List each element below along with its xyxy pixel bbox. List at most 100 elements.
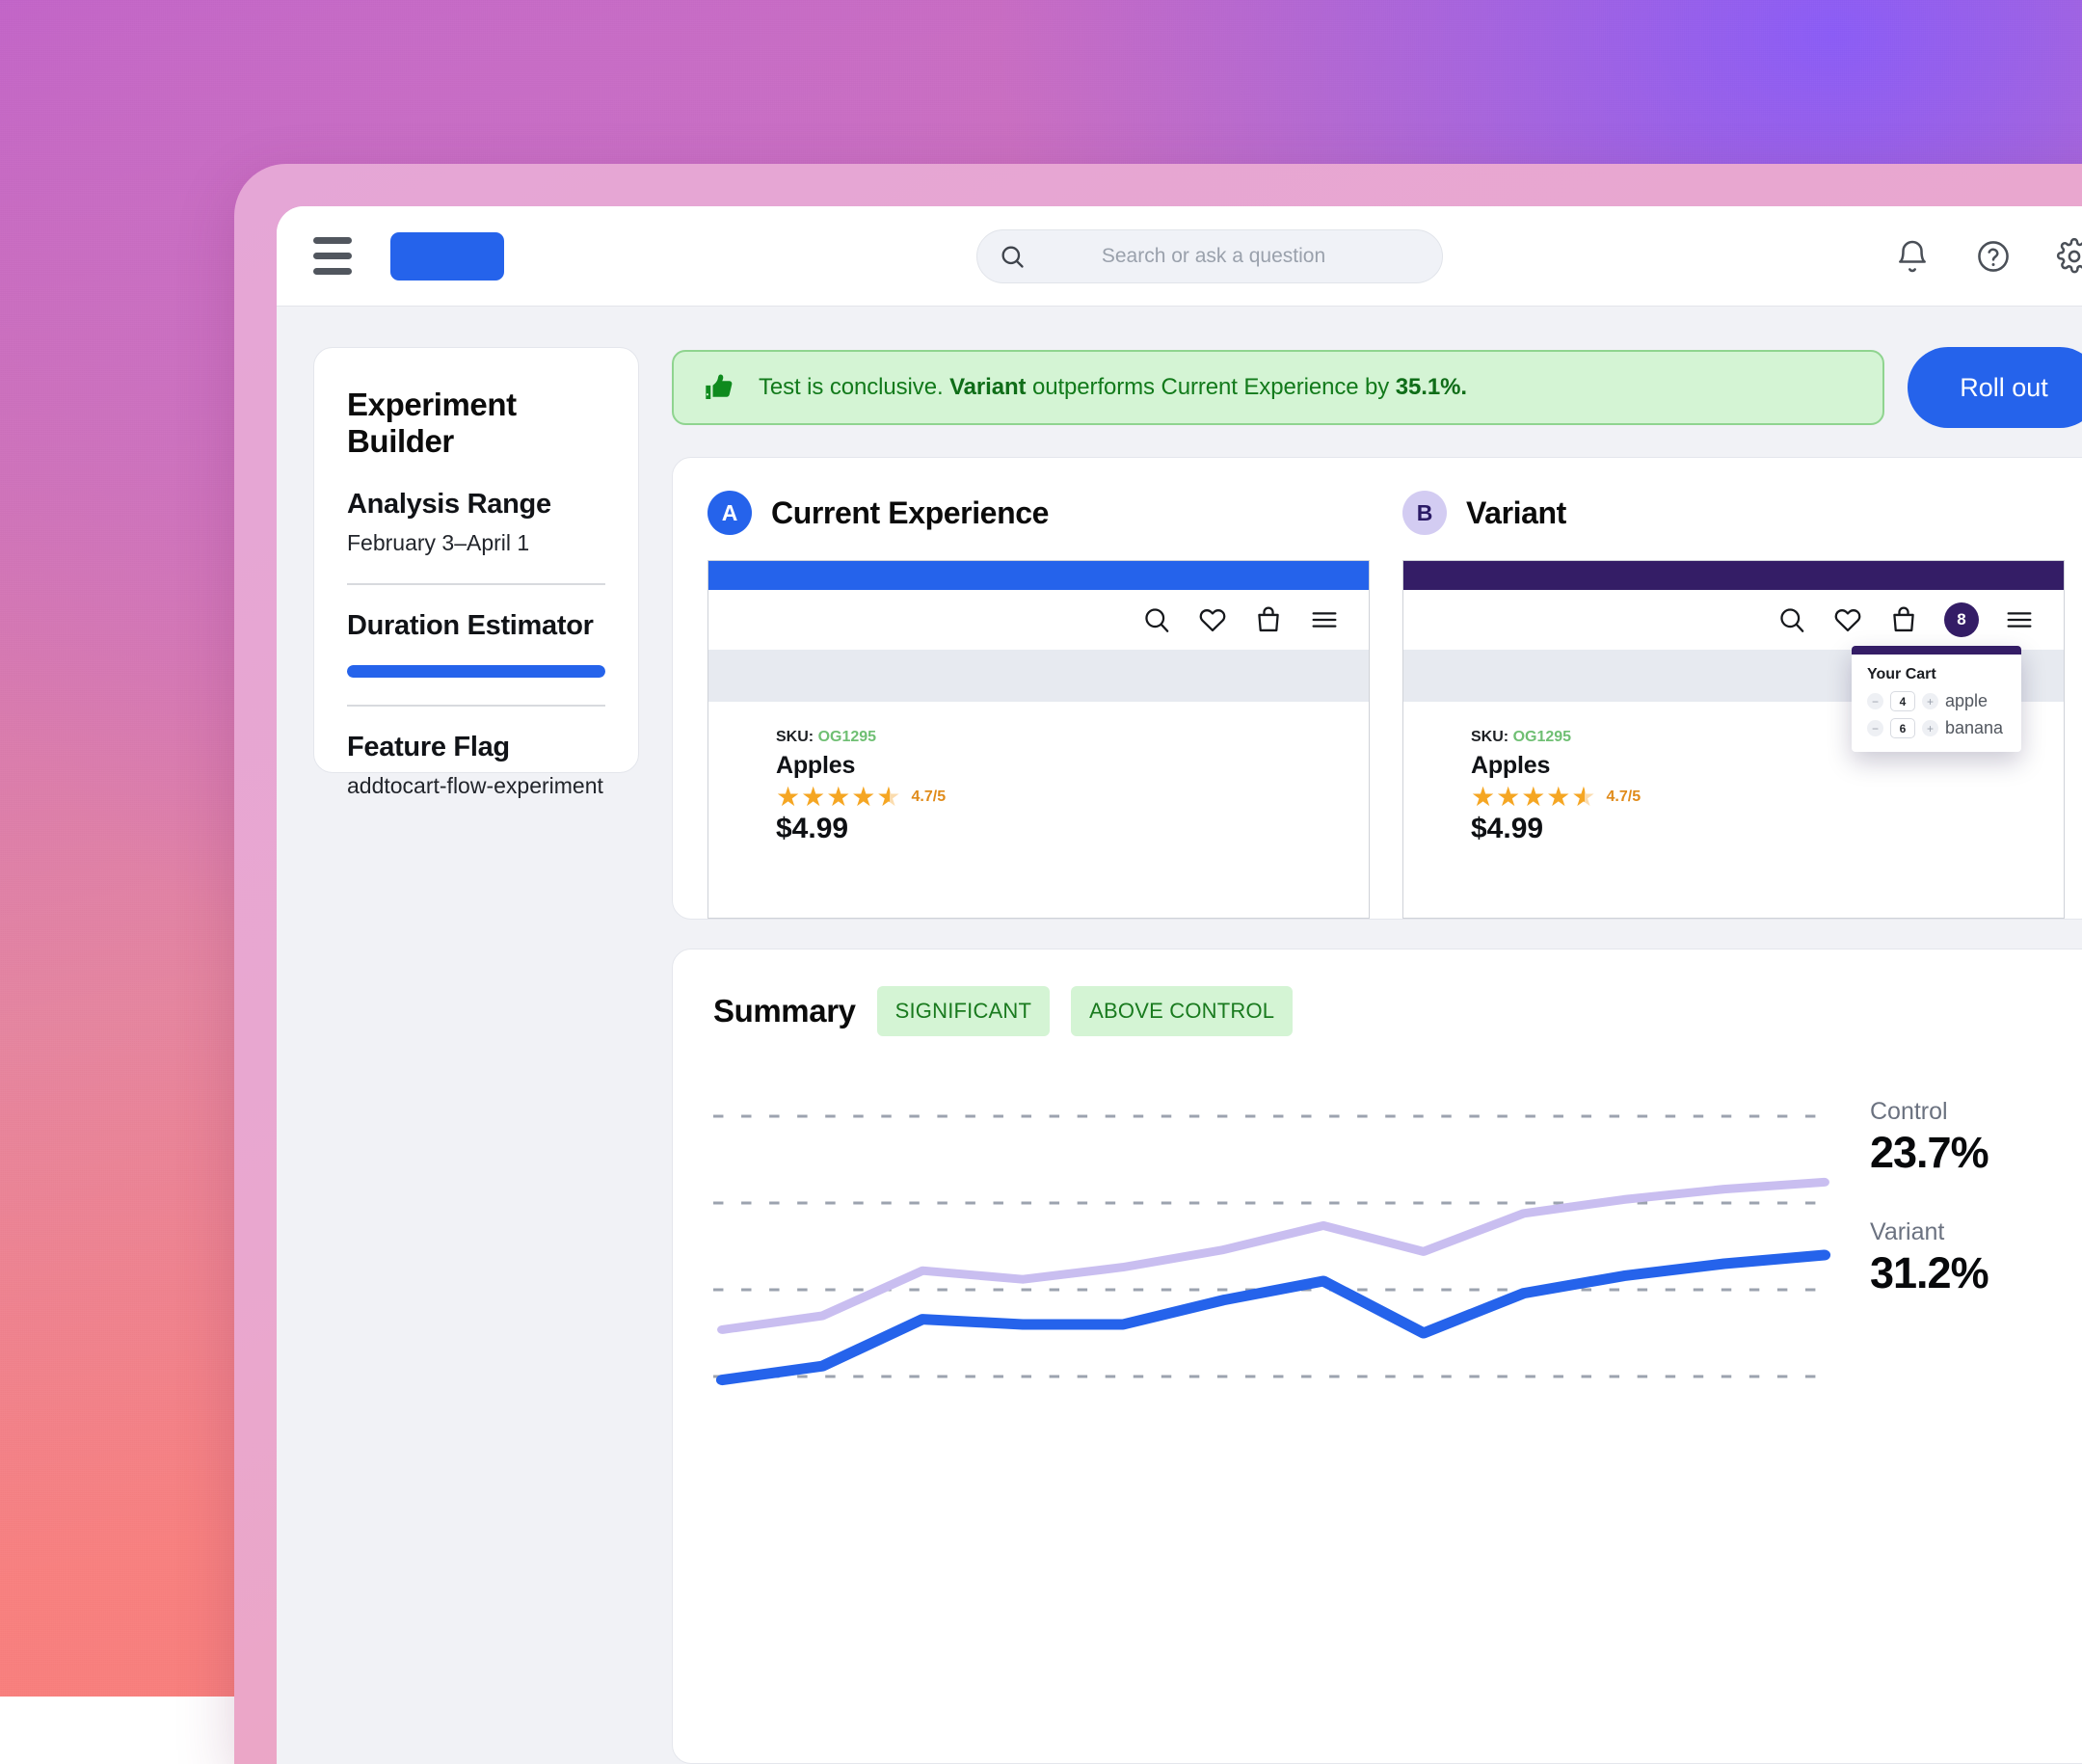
duration-progress-bar[interactable]: [347, 665, 605, 678]
banner-mid: outperforms Current Experience by: [1026, 374, 1395, 400]
banner-lead: Test is conclusive.: [759, 374, 949, 400]
experiment-builder-panel: Experiment Builder Analysis Range Februa…: [313, 347, 639, 773]
legend-label: Variant: [1870, 1218, 2059, 1246]
summary-card: Summary SIGNIFICANT ABOVE CONTROL: [672, 949, 2082, 1764]
page-title: Experiment Builder: [347, 387, 605, 460]
legend-spacer: [1870, 1178, 2059, 1218]
status-badge-above-control: ABOVE CONTROL: [1071, 986, 1293, 1036]
analysis-range-section: Analysis Range February 3–April 1: [347, 489, 605, 556]
help-icon[interactable]: [1975, 238, 2012, 275]
analysis-range-value: February 3–April 1: [347, 530, 605, 556]
search-icon: [999, 243, 1026, 270]
heart-icon[interactable]: [1832, 604, 1863, 635]
cart-dropdown: Your Cart − 4 + apple −: [1852, 646, 2021, 752]
banner-stat: 35.1%.: [1396, 374, 1467, 400]
cart-line-item: − 4 + apple: [1867, 691, 2006, 711]
roll-out-button[interactable]: Roll out: [1908, 347, 2082, 428]
cart-item-label: apple: [1945, 691, 1988, 711]
variant-b-title: Variant: [1466, 495, 1566, 531]
cart-count-badge[interactable]: 8: [1944, 602, 1979, 637]
chart-plot-area: [713, 1063, 1833, 1430]
summary-title: Summary: [713, 993, 856, 1029]
chart-svg: [713, 1063, 1833, 1430]
main-column: Test is conclusive. Variant outperforms …: [672, 347, 2082, 1764]
search-icon[interactable]: [1141, 604, 1172, 635]
cart-dropdown-title: Your Cart: [1867, 666, 2006, 683]
sku-value: OG1295: [1513, 729, 1571, 745]
menu-icon[interactable]: [2004, 604, 2035, 635]
menu-icon[interactable]: [1309, 604, 1340, 635]
search-icon[interactable]: [1776, 604, 1807, 635]
cart-item-label: banana: [1945, 718, 2003, 738]
divider: [347, 583, 605, 585]
star-rating-icon: ★★★★★: [1471, 784, 1597, 811]
banner-text: Test is conclusive. Variant outperforms …: [759, 374, 1467, 401]
bag-icon[interactable]: [1888, 604, 1919, 635]
feature-flag-heading: Feature Flag: [347, 732, 605, 763]
star-half: ★: [1571, 782, 1596, 812]
page-body: Experiment Builder Analysis Range Februa…: [277, 307, 2082, 1764]
variant-a-mockup: SKU: OG1295 Apples ★★★★★ 4.7/5 $4.99: [707, 560, 1370, 919]
variant-b-pill: B: [1402, 491, 1447, 535]
duration-progress-fill: [347, 665, 605, 678]
legend-label: Control: [1870, 1098, 2059, 1126]
search-input[interactable]: [1043, 245, 1421, 268]
stars-full: ★★★★: [1471, 782, 1571, 812]
variant-a-header: A Current Experience: [707, 491, 1370, 535]
variants-comparison-card: A Current Experience: [672, 457, 2082, 920]
product-name: Apples: [1471, 752, 2064, 780]
hamburger-bar: [313, 237, 352, 244]
legend-entry-control: Control 23.7%: [1870, 1098, 2059, 1178]
mockup-nav-a: [708, 590, 1369, 650]
variant-a-pill: A: [707, 491, 752, 535]
cart-dropdown-body: Your Cart − 4 + apple −: [1852, 655, 2021, 752]
search-bar[interactable]: [976, 229, 1443, 283]
bag-icon[interactable]: [1253, 604, 1284, 635]
decrement-icon[interactable]: −: [1867, 693, 1883, 709]
summary-chart: Control 23.7% Variant 31.2%: [713, 1063, 2059, 1430]
sku-label: SKU:: [776, 729, 814, 745]
product-price: $4.99: [1471, 813, 2064, 845]
mockup-accent-bar: [708, 561, 1369, 590]
browser-window-frame: Experiment Builder Analysis Range Februa…: [234, 164, 2082, 1764]
sku-line: SKU: OG1295: [776, 729, 1369, 746]
settings-icon[interactable]: [2056, 238, 2082, 275]
star-rating-icon: ★★★★★: [776, 784, 902, 811]
rating-value: 4.7/5: [1607, 788, 1642, 806]
rating-value: 4.7/5: [912, 788, 947, 806]
topbar-actions: [1894, 238, 2082, 275]
decrement-icon[interactable]: −: [1867, 720, 1883, 736]
hamburger-bar: [313, 253, 352, 259]
mockup-nav-b: 8: [1403, 590, 2064, 650]
star-half: ★: [876, 782, 901, 812]
divider: [347, 705, 605, 707]
rating-row: ★★★★★ 4.7/5: [776, 784, 1369, 811]
quantity-value[interactable]: 4: [1890, 691, 1915, 711]
cart-dropdown-accent: [1852, 646, 2021, 655]
hamburger-bar: [313, 268, 352, 275]
status-badge-significant: SIGNIFICANT: [877, 986, 1051, 1036]
notifications-icon[interactable]: [1894, 238, 1931, 275]
increment-icon[interactable]: +: [1922, 720, 1938, 736]
variant-a-mockup-clip: SKU: OG1295 Apples ★★★★★ 4.7/5 $4.99: [708, 561, 1369, 918]
chart-legend: Control 23.7% Variant 31.2%: [1833, 1063, 2059, 1430]
increment-icon[interactable]: +: [1922, 693, 1938, 709]
stars-full: ★★★★: [776, 782, 876, 812]
mockup-product-a: SKU: OG1295 Apples ★★★★★ 4.7/5 $4.99: [708, 702, 1369, 845]
app-viewport: Experiment Builder Analysis Range Februa…: [277, 206, 2082, 1764]
app-topbar: [277, 206, 2082, 307]
summary-header: Summary SIGNIFICANT ABOVE CONTROL: [713, 986, 2059, 1036]
hamburger-icon[interactable]: [313, 237, 352, 275]
quantity-value[interactable]: 6: [1890, 718, 1915, 738]
sku-label: SKU:: [1471, 729, 1508, 745]
conclusive-banner: Test is conclusive. Variant outperforms …: [672, 350, 1884, 425]
legend-entry-variant: Variant 31.2%: [1870, 1218, 2059, 1298]
heart-icon[interactable]: [1197, 604, 1228, 635]
mockup-accent-bar: [1403, 561, 2064, 590]
legend-value: 31.2%: [1870, 1248, 2059, 1298]
brand-logo[interactable]: [390, 232, 504, 281]
rating-row: ★★★★★ 4.7/5: [1471, 784, 2064, 811]
variant-b-mockup: 8 SKU: OG1295 Apples: [1402, 560, 2065, 919]
thumbs-up-icon: [703, 370, 737, 405]
sku-value: OG1295: [818, 729, 876, 745]
